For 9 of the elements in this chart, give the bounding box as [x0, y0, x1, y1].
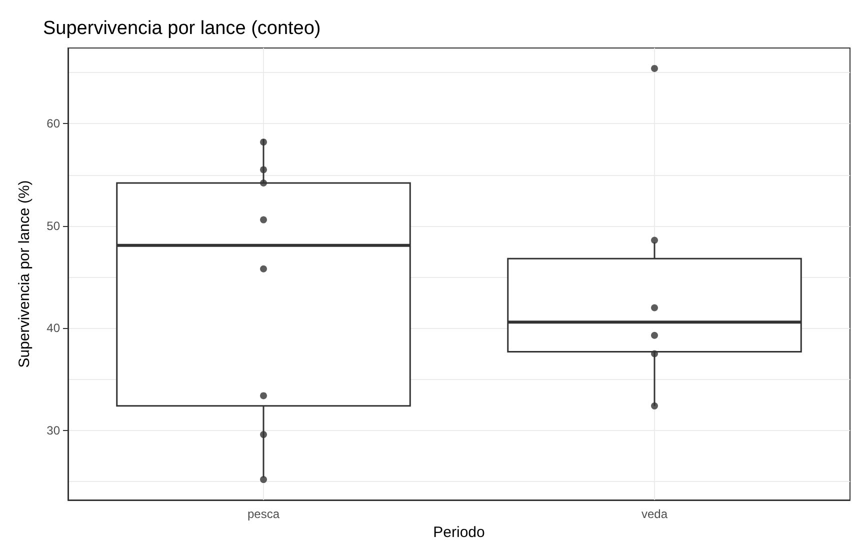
y-tick-label: 40	[46, 321, 60, 336]
x-tick-label: veda	[641, 507, 668, 521]
x-tick-label: pesca	[247, 507, 280, 521]
y-tick-label: 60	[46, 116, 60, 131]
y-tick-label: 30	[46, 423, 60, 438]
chart-title: Supervivencia por lance (conteo)	[43, 18, 321, 39]
y-tick-label: 50	[46, 218, 60, 233]
y-axis-title: Supervivencia por lance (%)	[16, 180, 33, 368]
x-axis-title: Periodo	[433, 524, 485, 541]
